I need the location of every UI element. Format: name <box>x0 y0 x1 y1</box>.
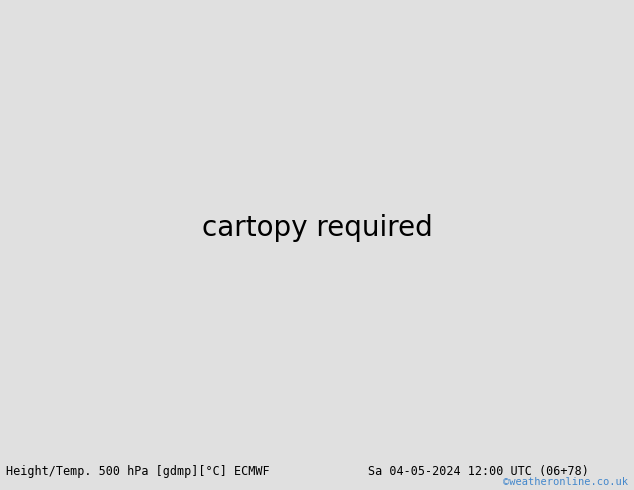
Text: cartopy required: cartopy required <box>202 214 432 242</box>
Text: Height/Temp. 500 hPa [gdmp][°C] ECMWF: Height/Temp. 500 hPa [gdmp][°C] ECMWF <box>6 465 270 478</box>
Text: Sa 04-05-2024 12:00 UTC (06+78): Sa 04-05-2024 12:00 UTC (06+78) <box>368 465 588 478</box>
Text: ©weatheronline.co.uk: ©weatheronline.co.uk <box>503 477 628 487</box>
